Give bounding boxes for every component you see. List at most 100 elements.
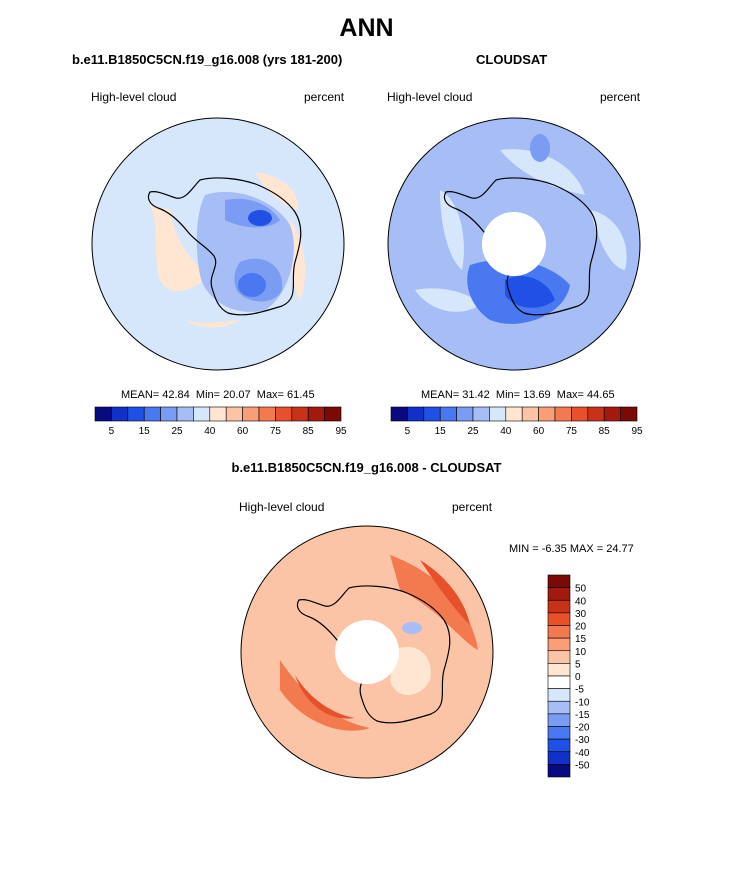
obs-panel-heading: CLOUDSAT [476, 52, 548, 67]
obs-colorbar-box [620, 406, 638, 422]
obs-units-label: percent [600, 90, 641, 104]
diff-colorbar-box [547, 574, 571, 588]
model-colorbar-box [242, 406, 260, 422]
obs-colorbar-box [423, 406, 441, 422]
diff-map [240, 525, 494, 779]
obs-colorbar-tick-label: 15 [435, 426, 447, 437]
model-colorbar-tick-label: 95 [335, 426, 347, 437]
diff-colorbar-box [547, 713, 571, 727]
diff-coastline [296, 585, 451, 724]
obs-colorbar-box [456, 406, 474, 422]
diff-colorbar-tick-label: 10 [575, 647, 587, 658]
diff-east-core [420, 560, 470, 625]
model-colorbar-box [324, 406, 342, 422]
model-east-coast-region [255, 172, 299, 210]
diff-colorbar-box [547, 675, 571, 689]
model-south-margin-region [185, 320, 240, 328]
obs-colorbar-box [587, 406, 605, 422]
model-colorbar-box [291, 406, 309, 422]
diff-panel-heading: b.e11.B1850C5CN.f19_g16.008 - CLOUDSAT [231, 460, 502, 475]
diff-colorbar-tick-label: 40 [575, 596, 587, 607]
model-map-border [91, 117, 345, 371]
model-colorbar-tick-label: 15 [139, 426, 151, 437]
model-colorbar-box [176, 406, 194, 422]
diff-colorbar-tick-label: -10 [575, 697, 590, 708]
model-colorbar-tick-label: 5 [109, 426, 115, 437]
diff-minmax: MIN = -6.35 MAX = 24.77 [509, 543, 634, 555]
obs-map-border [387, 117, 641, 371]
obs-colorbar-tick-label: 40 [500, 426, 512, 437]
diff-colorbar-box [547, 726, 571, 740]
obs-variable-label: High-level cloud [387, 90, 473, 104]
diff-colorbar-tick-label: -20 [575, 723, 590, 734]
diff-colorbar-box [547, 663, 571, 677]
model-colorbar-box [258, 406, 276, 422]
diff-colorbar-tick-label: 50 [575, 584, 587, 595]
model-colorbar-box [127, 406, 145, 422]
diff-colorbar-box [547, 764, 571, 778]
diff-colorbar-box [547, 625, 571, 639]
model-colorbar-tick-label: 60 [237, 426, 249, 437]
obs-colorbar-box [521, 406, 539, 422]
model-colorbar-box [143, 406, 161, 422]
model-mean: MEAN= 42.84 [121, 389, 190, 401]
obs-colorbar-box [538, 406, 556, 422]
diff-colorbar-box [547, 738, 571, 753]
obs-polar-gap [482, 212, 546, 276]
obs-colorbar-box [571, 406, 589, 422]
diff-colorbar-box [547, 599, 571, 614]
model-colorbar-box [225, 406, 243, 422]
obs-north-low [530, 134, 550, 162]
model-colorbar-box [94, 406, 112, 422]
diff-colorbar-box [547, 751, 571, 765]
diff-colorbar-tick-label: 5 [575, 659, 581, 670]
model-colorbar-box [111, 406, 129, 422]
obs-colorbar-box [505, 406, 523, 422]
model-colorbar-tick-label: 85 [303, 426, 315, 437]
diff-colorbar-tick-label: -40 [575, 748, 590, 759]
obs-colorbar-box [472, 406, 490, 422]
model-units-label: percent [304, 90, 345, 104]
obs-colorbar-box [489, 406, 507, 422]
diff-colorbar-box [547, 612, 571, 626]
diff-colorbar-tick-label: -15 [575, 710, 590, 721]
obs-mean: MEAN= 31.42 [421, 389, 490, 401]
model-max: Max= 61.45 [256, 389, 315, 401]
diff-colorbar-box [547, 688, 571, 702]
model-colorbar-box [307, 406, 325, 422]
obs-peninsula-region [440, 190, 464, 270]
model-panel-heading: b.e11.B1850C5CN.f19_g16.008 (yrs 181-200… [72, 52, 343, 67]
model-min-center-a [248, 210, 272, 226]
diff-southwest-ring [280, 660, 370, 731]
obs-southwest-region [415, 288, 480, 312]
diff-colorbar-box [547, 700, 571, 715]
obs-stats: MEAN= 31.42 Min= 13.69 Max= 44.65 [421, 389, 615, 401]
diff-colorbar-tick-label: 30 [575, 609, 587, 620]
obs-colorbar: 5 15 25 40 60 75 85 95 [390, 406, 643, 437]
diff-interior-low [390, 646, 431, 695]
diff-colorbar-tick-label: 20 [575, 622, 587, 633]
obs-colorbar-box [390, 406, 408, 422]
model-colorbar-box [193, 406, 211, 422]
diff-negative-spot [402, 622, 422, 634]
diff-colorbar-tick-label: -50 [575, 760, 590, 771]
obs-deep-low [505, 276, 555, 308]
obs-max: Max= 44.65 [556, 389, 615, 401]
diff-colorbar-box [547, 637, 571, 652]
model-colorbar-box [160, 406, 178, 422]
obs-colorbar-tick-label: 60 [533, 426, 545, 437]
model-peninsula-region [150, 205, 210, 292]
diff-colorbar-box [547, 650, 571, 664]
diff-colorbar-box [547, 587, 571, 601]
model-coastline [147, 177, 302, 316]
main-title: ANN [339, 14, 394, 42]
obs-colorbar-box [407, 406, 425, 422]
obs-map [387, 117, 641, 371]
obs-north-region [500, 149, 585, 195]
model-colorbar: 5 15 25 40 60 75 85 95 [94, 406, 347, 437]
diff-colorbar-tick-label: 15 [575, 634, 587, 645]
diff-east-ring [390, 555, 478, 650]
diff-colorbar-tick-label: 0 [575, 672, 581, 683]
